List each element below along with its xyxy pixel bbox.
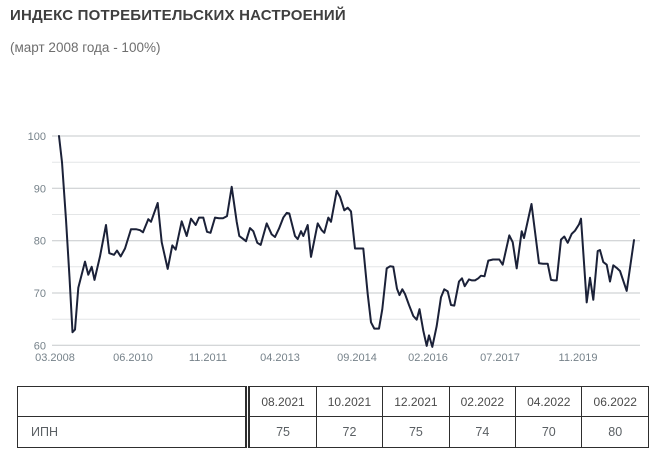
page-subtitle: (март 2008 года - 100%) <box>10 40 161 55</box>
row-label-ipn: ИПН <box>16 416 249 448</box>
y-axis-tick-label: 90 <box>34 183 46 195</box>
table-value-cell: 72 <box>315 416 384 448</box>
table-col-header: 12.2021 <box>382 386 450 417</box>
x-axis-tick-label: 03.2008 <box>35 352 75 364</box>
table-value-cell: 75 <box>382 416 450 448</box>
x-axis-tick-label: 09.2014 <box>337 352 377 364</box>
y-axis-tick-label: 80 <box>34 236 46 248</box>
sentiment-table: 08.2021 10.2021 12.2021 02.2022 04.2022 … <box>16 386 649 448</box>
table-col-header: 10.2021 <box>315 386 384 417</box>
y-axis-tick-label: 70 <box>34 288 46 300</box>
table-col-header: 06.2022 <box>581 386 649 417</box>
table-row: ИПН 75 72 75 74 70 80 <box>16 416 649 448</box>
table-header-row: 08.2021 10.2021 12.2021 02.2022 04.2022 … <box>16 386 649 417</box>
x-axis-tick-label: 11.2019 <box>559 352 598 364</box>
table-col-header: 08.2021 <box>245 386 317 417</box>
y-axis-tick-label: 100 <box>28 131 46 143</box>
x-axis-tick-label: 04.2013 <box>260 352 300 364</box>
x-axis-tick-label: 11.2011 <box>189 352 227 364</box>
x-axis-tick-label: 07.2017 <box>480 352 520 364</box>
table-value-cell: 74 <box>448 416 517 448</box>
table-value-cell: 75 <box>245 416 317 448</box>
table-col-header: 02.2022 <box>448 386 517 417</box>
x-axis-tick-label: 06.2010 <box>113 352 153 364</box>
y-axis-tick-label: 60 <box>34 340 46 352</box>
table-value-cell: 70 <box>515 416 583 448</box>
sentiment-table-wrap: 08.2021 10.2021 12.2021 02.2022 04.2022 … <box>16 386 649 448</box>
table-value-cell: 80 <box>581 416 649 448</box>
table-corner-cell <box>16 386 249 417</box>
ipn-series-line <box>58 135 635 348</box>
table-col-header: 04.2022 <box>515 386 583 417</box>
x-axis-tick-label: 02.2016 <box>408 352 448 364</box>
page-title: ИНДЕКС ПОТРЕБИТЕЛЬСКИХ НАСТРОЕНИЙ <box>10 7 346 24</box>
